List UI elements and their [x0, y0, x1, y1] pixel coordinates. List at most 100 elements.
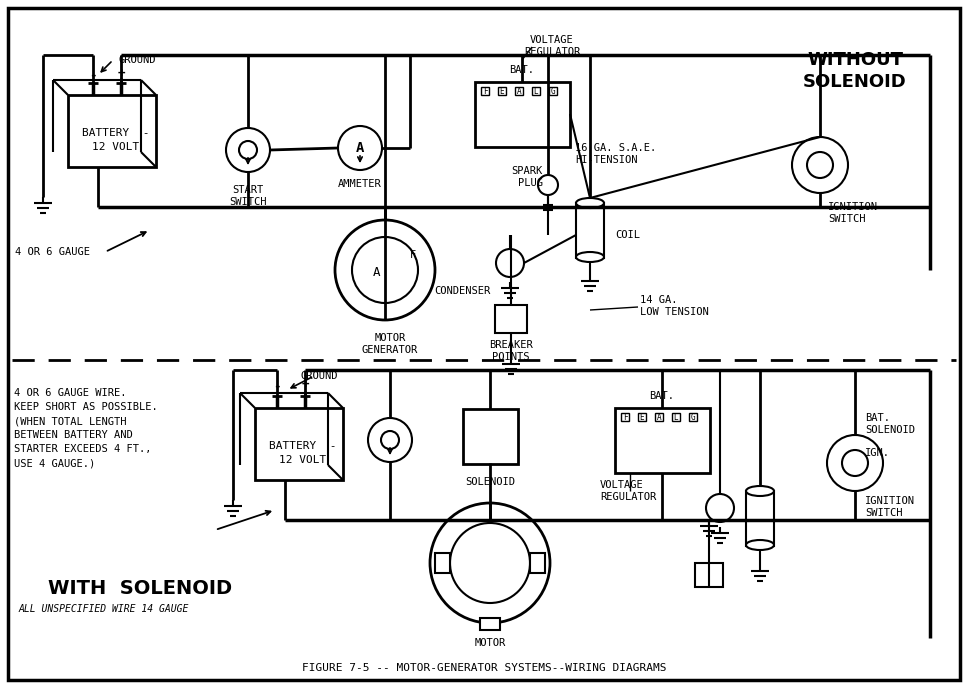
Text: -: -	[273, 379, 281, 392]
Text: REGULATOR: REGULATOR	[524, 47, 580, 57]
Text: VOLTAGE: VOLTAGE	[600, 480, 644, 490]
Circle shape	[807, 152, 833, 178]
Circle shape	[792, 137, 848, 193]
Text: BAT.: BAT.	[509, 65, 534, 75]
Text: L: L	[674, 412, 679, 422]
Ellipse shape	[746, 540, 774, 550]
Text: -: -	[89, 69, 97, 82]
Text: SOLENOID: SOLENOID	[803, 73, 907, 91]
Ellipse shape	[576, 252, 604, 262]
Text: IGNITION: IGNITION	[828, 202, 878, 212]
Circle shape	[335, 220, 435, 320]
Text: CONDENSER: CONDENSER	[434, 286, 490, 296]
Circle shape	[430, 503, 550, 623]
Text: F: F	[622, 412, 627, 422]
Text: IGN.: IGN.	[865, 448, 890, 458]
Bar	[655, 413, 663, 421]
Bar	[621, 413, 629, 421]
Text: HI-TENSION: HI-TENSION	[575, 155, 638, 165]
Text: F: F	[483, 87, 487, 95]
Text: +: +	[301, 377, 309, 390]
Text: SWITCH: SWITCH	[865, 508, 902, 518]
Bar	[481, 87, 489, 95]
Text: MOTOR: MOTOR	[375, 333, 406, 343]
Circle shape	[496, 249, 524, 277]
Text: L: L	[533, 87, 538, 95]
Circle shape	[338, 126, 382, 170]
Text: WITHOUT: WITHOUT	[807, 51, 903, 69]
Text: AMMETER: AMMETER	[338, 179, 381, 189]
Text: IGNITION: IGNITION	[865, 496, 915, 506]
Bar	[549, 87, 557, 95]
Text: 12 VOLT: 12 VOLT	[280, 455, 326, 465]
Text: E: E	[640, 412, 645, 422]
Text: SOLENOID: SOLENOID	[465, 477, 515, 487]
Text: BAT.: BAT.	[865, 413, 890, 423]
Bar	[463, 409, 518, 464]
Circle shape	[538, 175, 558, 195]
Bar	[480, 618, 500, 630]
Bar	[255, 408, 343, 480]
Text: SWITCH: SWITCH	[229, 197, 267, 207]
Bar	[615, 408, 710, 473]
Text: A: A	[356, 141, 364, 155]
Circle shape	[450, 523, 530, 603]
Circle shape	[352, 237, 418, 303]
Bar	[532, 87, 540, 95]
Bar	[435, 553, 450, 573]
Circle shape	[842, 450, 868, 476]
Ellipse shape	[576, 198, 604, 208]
Text: GROUND: GROUND	[118, 55, 156, 65]
Bar	[68, 95, 156, 167]
Text: SOLENOID: SOLENOID	[865, 425, 915, 435]
Circle shape	[368, 418, 412, 462]
Bar	[672, 413, 680, 421]
Text: REGULATOR: REGULATOR	[600, 492, 656, 502]
Text: BREAKER: BREAKER	[489, 340, 532, 350]
Circle shape	[706, 494, 734, 522]
Text: ALL UNSPECIFIED WIRE 14 GAUGE: ALL UNSPECIFIED WIRE 14 GAUGE	[18, 604, 189, 614]
Text: FIGURE 7-5 -- MOTOR-GENERATOR SYSTEMS--WIRING DIAGRAMS: FIGURE 7-5 -- MOTOR-GENERATOR SYSTEMS--W…	[302, 663, 666, 673]
Circle shape	[381, 431, 399, 449]
Text: 12 VOLT: 12 VOLT	[92, 142, 139, 152]
Bar	[498, 87, 506, 95]
Text: G: G	[551, 87, 556, 95]
Text: COIL: COIL	[615, 230, 640, 240]
Text: BAT.: BAT.	[650, 391, 675, 401]
Text: SWITCH: SWITCH	[828, 214, 865, 224]
Bar	[515, 87, 523, 95]
Bar	[695, 563, 723, 587]
Text: WITH  SOLENOID: WITH SOLENOID	[48, 578, 232, 598]
Text: E: E	[499, 87, 504, 95]
Text: A: A	[656, 412, 661, 422]
Text: F: F	[409, 250, 416, 260]
Bar	[475, 82, 570, 147]
Text: 4 OR 6 GAUGE: 4 OR 6 GAUGE	[15, 247, 90, 257]
Circle shape	[239, 141, 257, 159]
Text: 16 GA. S.A.E.: 16 GA. S.A.E.	[575, 143, 656, 153]
Bar	[689, 413, 697, 421]
Text: +: +	[117, 67, 125, 80]
Text: LOW TENSION: LOW TENSION	[640, 307, 709, 317]
Text: 14 GA.: 14 GA.	[640, 295, 678, 305]
Ellipse shape	[746, 486, 774, 496]
Text: SPARK: SPARK	[512, 166, 543, 176]
Text: BATTERY  -: BATTERY -	[269, 441, 337, 451]
Text: A: A	[374, 265, 380, 278]
Text: MOTOR: MOTOR	[474, 638, 505, 648]
Text: PLUG: PLUG	[518, 178, 543, 188]
Text: 4 OR 6 GAUGE WIRE.
KEEP SHORT AS POSSIBLE.
(WHEN TOTAL LENGTH
BETWEEN BATTERY AN: 4 OR 6 GAUGE WIRE. KEEP SHORT AS POSSIBL…	[14, 388, 158, 468]
Text: GROUND: GROUND	[300, 371, 338, 381]
Text: GENERATOR: GENERATOR	[362, 345, 418, 355]
Bar	[576, 203, 604, 258]
Circle shape	[827, 435, 883, 491]
Circle shape	[226, 128, 270, 172]
Bar	[746, 491, 774, 546]
Text: A: A	[517, 87, 522, 95]
Text: START: START	[232, 185, 263, 195]
Bar	[530, 553, 545, 573]
Text: BATTERY  -: BATTERY -	[82, 128, 150, 138]
Text: VOLTAGE: VOLTAGE	[530, 35, 574, 45]
Bar	[638, 413, 646, 421]
Text: G: G	[691, 412, 695, 422]
